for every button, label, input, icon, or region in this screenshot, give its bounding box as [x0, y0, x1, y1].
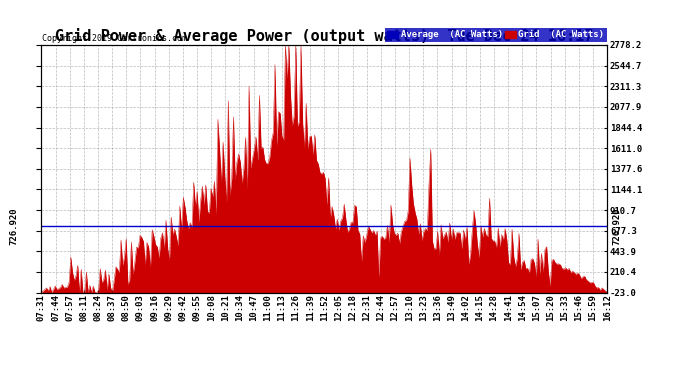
Text: 726.920: 726.920 [613, 207, 622, 245]
Legend: Average  (AC Watts), Grid  (AC Watts): Average (AC Watts), Grid (AC Watts) [385, 28, 607, 42]
Title: Grid Power & Average Power (output watts)  Tue Dec 24 16:17: Grid Power & Average Power (output watts… [55, 28, 593, 44]
Text: Copyright 2019 Cartronics.com: Copyright 2019 Cartronics.com [42, 33, 187, 42]
Text: 726.920: 726.920 [10, 207, 19, 245]
